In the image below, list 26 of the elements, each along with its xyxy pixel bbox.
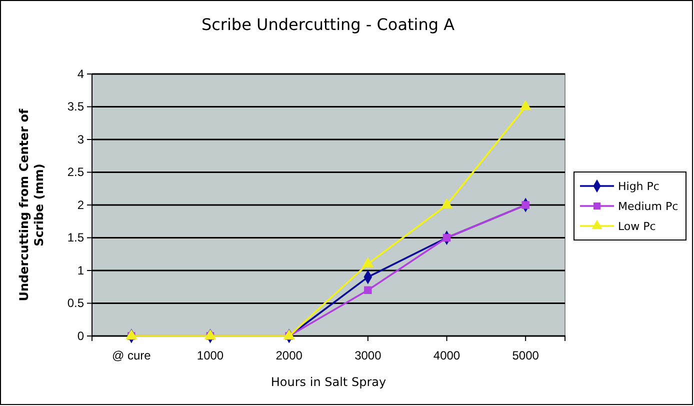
legend-label: Medium Pc — [618, 200, 678, 213]
x-tick-label: 4000 — [433, 348, 460, 363]
legend-label: High Pc — [618, 180, 660, 193]
x-tick-label: 3000 — [354, 348, 382, 363]
y-tick-label: 0.5 — [67, 296, 84, 310]
point — [520, 100, 532, 110]
point — [364, 286, 372, 294]
point — [442, 234, 451, 242]
point — [440, 198, 453, 208]
y-tick-label: 2.5 — [67, 165, 84, 180]
y-tick-label: 1 — [77, 263, 84, 278]
x-tick-label: 2000 — [276, 348, 303, 363]
y-axis-title: Undercutting from Center of Scribe (mm) — [17, 108, 46, 302]
y-tick-label: 4 — [77, 66, 84, 81]
x-axis-title: Hours in Salt Spray — [270, 375, 386, 389]
y-tick-label: 3 — [77, 132, 84, 146]
chart-title: Scribe Undercutting - Coating A — [201, 15, 455, 34]
legend-label: Low Pc — [618, 220, 656, 233]
y-tick-label: 0 — [77, 328, 84, 343]
y-tick-label: 3.5 — [67, 100, 84, 114]
x-tick-label: 5000 — [512, 348, 540, 363]
point — [362, 257, 374, 268]
y-tick-label: 2 — [77, 198, 84, 212]
x-tick-label: @ cure — [112, 348, 152, 363]
y-tick-label: 1.5 — [67, 230, 84, 245]
x-tick-label: 1000 — [196, 348, 224, 363]
